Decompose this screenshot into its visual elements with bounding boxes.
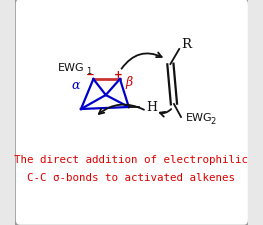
Text: +: + — [114, 70, 123, 80]
Text: EWG: EWG — [185, 112, 212, 122]
Text: C-C σ-bonds to activated alkenes: C-C σ-bonds to activated alkenes — [27, 172, 235, 182]
Text: EWG: EWG — [58, 63, 85, 73]
Text: H: H — [146, 101, 158, 114]
Text: R: R — [181, 38, 191, 51]
Text: The direct addition of electrophilic: The direct addition of electrophilic — [14, 154, 249, 164]
Text: 1: 1 — [86, 67, 92, 76]
FancyArrowPatch shape — [160, 110, 171, 117]
Text: 2: 2 — [210, 117, 215, 126]
Text: β: β — [125, 76, 132, 89]
FancyArrowPatch shape — [122, 53, 162, 69]
Text: α: α — [72, 79, 80, 92]
FancyBboxPatch shape — [14, 0, 249, 225]
Text: −: − — [85, 70, 94, 80]
FancyArrowPatch shape — [99, 105, 144, 115]
